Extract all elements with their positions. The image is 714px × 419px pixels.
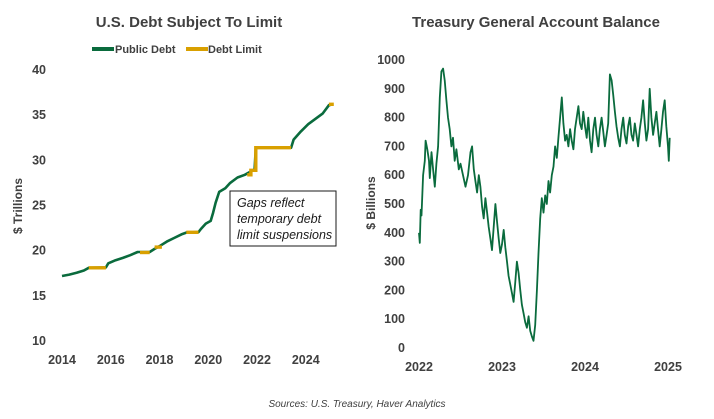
y-tick-label: 1000 — [377, 53, 405, 67]
y-tick-label: 300 — [384, 255, 405, 269]
legend-label-public-debt: Public Debt — [115, 44, 176, 56]
left-axes: 10 15 20 25 30 35 40 2014 2016 2018 2020 2022 2024 — [32, 63, 320, 367]
x-tick-label: 2022 — [405, 360, 433, 374]
treasury-general-account-chart: Treasury General Account Balance $ Billi… — [364, 14, 682, 374]
legend-label-debt-limit: Debt Limit — [208, 44, 262, 56]
x-tick-label: 2018 — [146, 353, 174, 367]
public-debt-line — [61, 103, 333, 278]
right-y-axis-label: $ Billions — [364, 176, 378, 230]
source-note: Sources: U.S. Treasury, Haver Analytics — [268, 399, 445, 410]
y-tick-label: 15 — [32, 289, 46, 303]
debt-subject-to-limit-chart: U.S. Debt Subject To Limit Public Debt D… — [11, 14, 337, 367]
y-tick-label: 40 — [32, 63, 46, 77]
debt-limit-segment — [247, 146, 292, 177]
right-series — [418, 67, 671, 342]
y-tick-label: 500 — [384, 197, 405, 211]
suspension-note-box — [229, 190, 337, 247]
y-tick-label: 30 — [32, 153, 46, 167]
left-y-axis-label: $ Trillions — [11, 178, 25, 234]
right-chart-title: Treasury General Account Balance — [412, 14, 660, 31]
y-tick-label: 20 — [32, 244, 46, 258]
x-tick-label: 2014 — [48, 353, 76, 367]
left-chart-title: U.S. Debt Subject To Limit — [96, 14, 282, 31]
left-series — [61, 102, 334, 278]
suspension-note-line-1: Gaps reflect — [237, 196, 305, 210]
x-tick-label: 2024 — [292, 353, 320, 367]
left-legend: Public Debt Debt Limit — [92, 44, 262, 56]
right-axes: 0 100 200 300 400 500 600 700 800 900 1000 2022 2023… — [377, 53, 682, 374]
suspension-note: Gaps reflect temporary debt limit suspen… — [229, 190, 337, 247]
y-tick-label: 900 — [384, 82, 405, 96]
y-tick-label: 800 — [384, 111, 405, 125]
y-tick-label: 700 — [384, 139, 405, 153]
x-tick-label: 2016 — [97, 353, 125, 367]
y-tick-label: 0 — [398, 341, 405, 355]
y-tick-label: 200 — [384, 283, 405, 297]
y-tick-label: 600 — [384, 168, 405, 182]
x-tick-label: 2022 — [243, 353, 271, 367]
x-tick-label: 2020 — [194, 353, 222, 367]
suspension-note-line-2: temporary debt — [237, 212, 322, 226]
y-tick-label: 35 — [32, 108, 46, 122]
y-tick-label: 100 — [384, 312, 405, 326]
x-tick-label: 2025 — [654, 360, 682, 374]
suspension-note-line-3: limit suspensions — [237, 228, 332, 242]
y-tick-label: 25 — [32, 199, 46, 213]
x-tick-label: 2023 — [488, 360, 516, 374]
y-tick-label: 400 — [384, 226, 405, 240]
tga-balance-line — [418, 67, 671, 342]
y-tick-label: 10 — [32, 334, 46, 348]
x-tick-label: 2024 — [571, 360, 599, 374]
